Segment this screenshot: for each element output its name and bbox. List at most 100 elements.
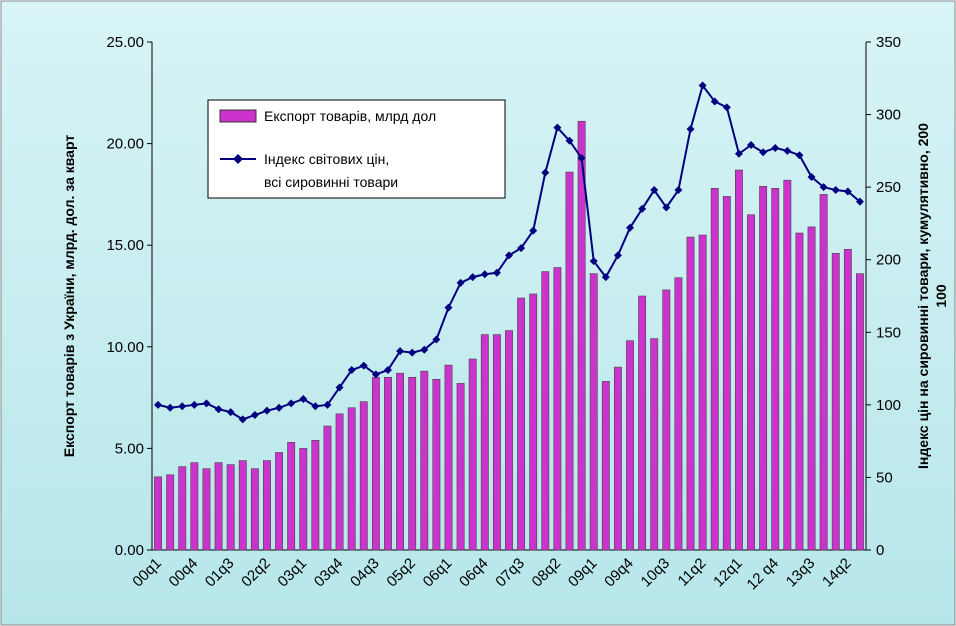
marker	[855, 197, 864, 206]
marker	[299, 395, 308, 404]
y2-axis-title: Індекс цін на сировинні товари, кумуляти…	[915, 123, 931, 469]
marker	[311, 402, 320, 411]
marker	[432, 335, 441, 344]
bar	[154, 476, 162, 551]
marker	[492, 268, 501, 277]
bar	[347, 407, 356, 551]
bar	[444, 364, 453, 551]
marker	[831, 186, 840, 195]
marker	[771, 143, 780, 152]
y2-tick-label: 250	[876, 179, 901, 196]
marker	[226, 408, 235, 417]
marker	[819, 183, 828, 192]
marker	[517, 244, 526, 253]
marker	[505, 251, 513, 260]
marker	[843, 187, 852, 196]
marker	[747, 141, 756, 150]
marker	[807, 172, 816, 181]
y-tick-label: 15.00	[106, 237, 144, 254]
bar	[650, 338, 659, 551]
bar	[420, 370, 429, 551]
y2-tick-label: 350	[876, 34, 901, 51]
marker	[190, 400, 199, 409]
y-tick-label: 25.00	[106, 34, 144, 51]
bar	[238, 460, 247, 551]
marker	[383, 366, 392, 375]
legend-label: Індекс світових цін,	[264, 151, 389, 167]
bar	[843, 248, 852, 551]
marker	[638, 204, 647, 213]
bar	[371, 376, 380, 551]
bar	[819, 194, 828, 551]
bar	[335, 413, 344, 551]
bar	[662, 289, 671, 551]
bar	[601, 381, 610, 551]
bar	[565, 171, 574, 551]
y2-tick-label: 200	[876, 252, 901, 269]
bar	[759, 185, 768, 551]
marker	[262, 406, 271, 415]
y2-tick-label: 300	[876, 107, 901, 124]
bar	[226, 464, 235, 551]
legend-label: Експорт товарів, млрд дол	[264, 108, 436, 124]
marker	[214, 405, 223, 414]
marker	[408, 348, 417, 357]
bar	[517, 297, 526, 551]
y2-tick-label: 100	[876, 397, 901, 414]
marker	[275, 403, 284, 412]
marker	[287, 399, 296, 408]
marker	[795, 151, 804, 160]
bar	[263, 460, 271, 551]
marker	[202, 399, 211, 408]
marker	[626, 223, 635, 232]
marker	[371, 370, 380, 379]
legend-label: Індекс світових цін,	[264, 151, 389, 167]
y2-axis-title: 100	[933, 284, 949, 308]
bar	[529, 293, 538, 551]
marker	[238, 415, 247, 424]
marker	[662, 203, 671, 212]
marker	[601, 273, 610, 282]
bar	[396, 372, 405, 551]
bar	[771, 188, 780, 551]
marker	[154, 400, 163, 409]
bar	[735, 169, 743, 551]
marker	[698, 81, 707, 90]
y-axis-title: Експорт товарів з України, млрд. дол. за…	[61, 135, 77, 457]
bar	[275, 452, 283, 551]
y2-tick-label: 50	[876, 469, 893, 486]
bar	[202, 468, 211, 551]
bar	[408, 376, 417, 551]
bar	[674, 277, 683, 551]
bar	[166, 474, 175, 551]
marker	[456, 278, 465, 287]
marker	[444, 303, 453, 312]
bar	[710, 188, 719, 551]
marker	[783, 146, 792, 155]
marker	[722, 103, 731, 112]
marker	[589, 257, 598, 266]
bar	[214, 462, 223, 551]
bar	[807, 226, 816, 551]
y2-tick-label: 150	[876, 324, 901, 341]
bar	[831, 253, 840, 551]
legend-swatch	[219, 109, 257, 123]
bar	[795, 232, 804, 551]
marker	[577, 154, 586, 163]
y-tick-label: 20.00	[106, 136, 144, 153]
marker	[613, 251, 622, 260]
bar	[190, 462, 199, 551]
bar	[686, 236, 695, 551]
marker	[335, 383, 344, 392]
marker	[686, 125, 695, 134]
bar	[638, 295, 647, 551]
bar	[577, 120, 586, 551]
bar	[359, 401, 368, 551]
marker	[323, 400, 332, 409]
bar	[722, 196, 731, 551]
marker	[553, 123, 562, 132]
bar	[626, 340, 634, 551]
bar	[541, 271, 550, 551]
marker	[178, 402, 187, 411]
marker	[734, 149, 743, 158]
